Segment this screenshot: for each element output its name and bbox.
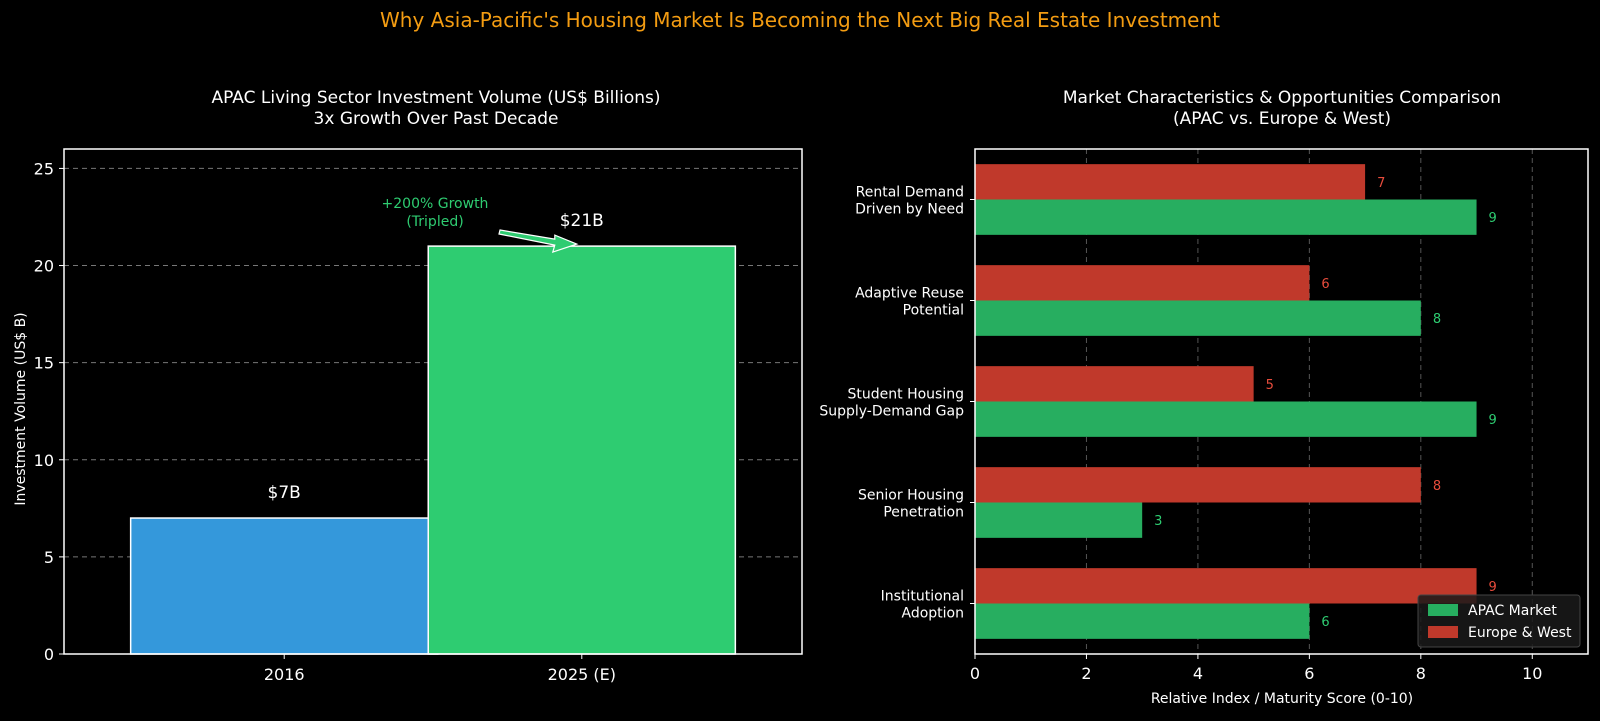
- right-bar-apac: [975, 199, 1477, 235]
- right-bar-west: [975, 164, 1366, 200]
- right-bar-west: [975, 568, 1477, 604]
- right-chart-subtitle: (APAC vs. Europe & West): [1173, 109, 1391, 129]
- right-y-tick-label-line2: Potential: [903, 303, 964, 319]
- right-x-tick-label: 2: [1081, 664, 1091, 683]
- right-axes-frame: [974, 148, 1589, 655]
- right-bar-apac-value: 9: [1489, 211, 1497, 226]
- left-bar-chart: 0 5 10 15 20 25 $7B 2016 $21B 2025 (E) +200% Growt…: [34, 148, 803, 684]
- right-bar-west-value: 5: [1266, 378, 1274, 393]
- right-bar-apac: [975, 502, 1143, 538]
- right-y-tick-label-line1: Senior Housing: [858, 488, 964, 504]
- legend-box: [1417, 594, 1581, 648]
- right-bar-west-value: 8: [1433, 479, 1441, 494]
- right-chart-title: Market Characteristics & Opportunities C…: [1063, 88, 1501, 108]
- left-bar-value-label: $7B: [268, 483, 301, 503]
- right-bar-west: [975, 265, 1310, 301]
- right-bar-apac-value: 6: [1321, 615, 1329, 630]
- right-x-tick-label: 0: [970, 664, 980, 683]
- right-y-tick-label-line1: Student Housing: [848, 387, 964, 403]
- right-x-tick-label: 4: [1193, 664, 1203, 683]
- right-bar-apac-value: 8: [1433, 312, 1441, 327]
- right-bar-apac: [975, 603, 1310, 639]
- left-bar: [427, 245, 737, 655]
- right-y-tick-label-line1: Institutional: [881, 589, 964, 605]
- right-bar-west: [975, 366, 1254, 402]
- right-x-tick-label: 10: [1522, 664, 1542, 683]
- legend-swatch-apac: [1428, 604, 1458, 616]
- left-x-tick-label: 2016: [264, 665, 305, 684]
- left-y-tick-label: 5: [44, 548, 54, 567]
- left-y-tick-label: 20: [34, 257, 54, 276]
- left-y-tick-label: 15: [34, 354, 54, 373]
- left-y-tick-label: 10: [34, 451, 54, 470]
- figure-suptitle: Why Asia-Pacific's Housing Market Is Bec…: [380, 8, 1220, 32]
- right-x-tick-label: 8: [1416, 664, 1426, 683]
- right-bar-west-value: 7: [1377, 176, 1385, 191]
- right-bar-apac-value: 3: [1154, 514, 1162, 529]
- right-y-tick-label-line2: Penetration: [883, 505, 964, 521]
- left-y-tick-label: 25: [34, 159, 54, 178]
- right-y-tick-label-line2: Supply-Demand Gap: [819, 404, 964, 420]
- right-y-tick-label-line1: Adaptive Reuse: [855, 286, 964, 302]
- right-bar-apac-value: 9: [1489, 413, 1497, 428]
- right-bar-west: [975, 467, 1421, 503]
- left-x-tick-label: 2025 (E): [548, 665, 616, 684]
- right-y-tick-label-line2: Driven by Need: [855, 202, 964, 218]
- right-bar-west-value: 9: [1489, 580, 1497, 595]
- left-y-axis-label: Investment Volume (US$ B): [13, 312, 29, 505]
- right-bar-apac: [975, 401, 1477, 437]
- right-x-axis-label: Relative Index / Maturity Score (0-10): [1151, 691, 1413, 707]
- left-axes-frame: [63, 148, 803, 655]
- left-annotation-line1: +200% Growth: [382, 196, 489, 212]
- left-annotation-arrow: [498, 229, 579, 254]
- right-x-tick-label: 6: [1304, 664, 1314, 683]
- legend-label-west: Europe & West: [1468, 625, 1572, 641]
- right-bar-west-value: 6: [1321, 277, 1329, 292]
- right-y-tick-label-line2: Adoption: [902, 606, 965, 622]
- legend-label-apac: APAC Market: [1468, 603, 1557, 619]
- left-chart-subtitle: 3x Growth Over Past Decade: [314, 109, 559, 129]
- left-annotation-line2: (Tripled): [406, 214, 463, 230]
- left-bar: [129, 517, 439, 655]
- left-chart-title: APAC Living Sector Investment Volume (US…: [211, 88, 660, 108]
- right-y-tick-label-line1: Rental Demand: [856, 185, 964, 201]
- left-bar-value-label: $21B: [560, 211, 604, 231]
- legend-swatch-west: [1428, 626, 1458, 638]
- left-y-tick-label: 0: [44, 645, 54, 664]
- right-bar-apac: [975, 300, 1421, 336]
